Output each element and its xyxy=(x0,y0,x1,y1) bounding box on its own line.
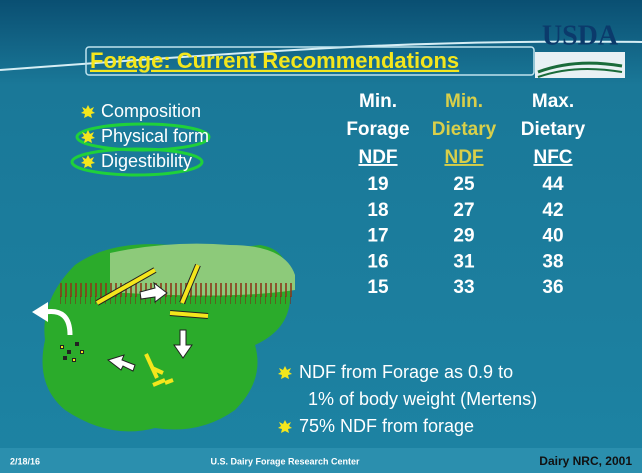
table-cell: 15 xyxy=(367,277,389,298)
column-header: Dietary xyxy=(432,119,497,140)
table-cell: 19 xyxy=(367,174,388,195)
note-text: 1% of body weight (Mertens) xyxy=(308,389,537,409)
header-curve xyxy=(0,40,642,71)
note-text: 75% NDF from forage xyxy=(299,416,474,436)
column-header: NDF xyxy=(358,147,397,168)
footer-center: U.S. Dairy Forage Research Center xyxy=(210,456,360,466)
table-cell: 27 xyxy=(453,200,474,221)
highlight-ellipse xyxy=(70,147,204,177)
bullet-text: Physical form xyxy=(101,126,209,146)
bullet-text: Digestibility xyxy=(101,151,192,171)
table-cell: 33 xyxy=(453,277,474,298)
column-header: Min. xyxy=(445,91,483,112)
footer-date: 2/18/16 xyxy=(10,456,40,466)
usda-logo xyxy=(535,52,625,78)
column-header: Max. xyxy=(532,91,574,112)
table-cell: 17 xyxy=(367,226,388,247)
rumen-diagram xyxy=(32,243,295,432)
note-text: NDF from Forage as 0.9 to xyxy=(299,362,513,382)
table-cell: 40 xyxy=(542,226,563,247)
logo-text: USDA xyxy=(542,20,619,51)
title-box xyxy=(85,46,535,76)
table-cell: 36 xyxy=(542,277,563,298)
column-header: NDF xyxy=(444,147,483,168)
table-cell: 25 xyxy=(453,174,475,195)
column-header: Dietary xyxy=(521,119,586,140)
table-cell: 38 xyxy=(542,251,563,272)
footer-source: Dairy NRC, 2001 xyxy=(539,454,632,468)
column-header: NFC xyxy=(533,147,572,168)
table-cell: 31 xyxy=(453,251,475,272)
table-cell: 44 xyxy=(542,174,564,195)
table-cell: 18 xyxy=(367,200,388,221)
column-header: Min. xyxy=(359,91,397,112)
title: Forage: Current Recommendations xyxy=(90,48,459,73)
table-cell: 29 xyxy=(453,226,474,247)
table-cell: 42 xyxy=(542,200,563,221)
column-header: Forage xyxy=(346,119,409,140)
table-cell: 16 xyxy=(367,251,388,272)
footer-band xyxy=(0,448,642,473)
bullet-text: Composition xyxy=(101,101,201,121)
